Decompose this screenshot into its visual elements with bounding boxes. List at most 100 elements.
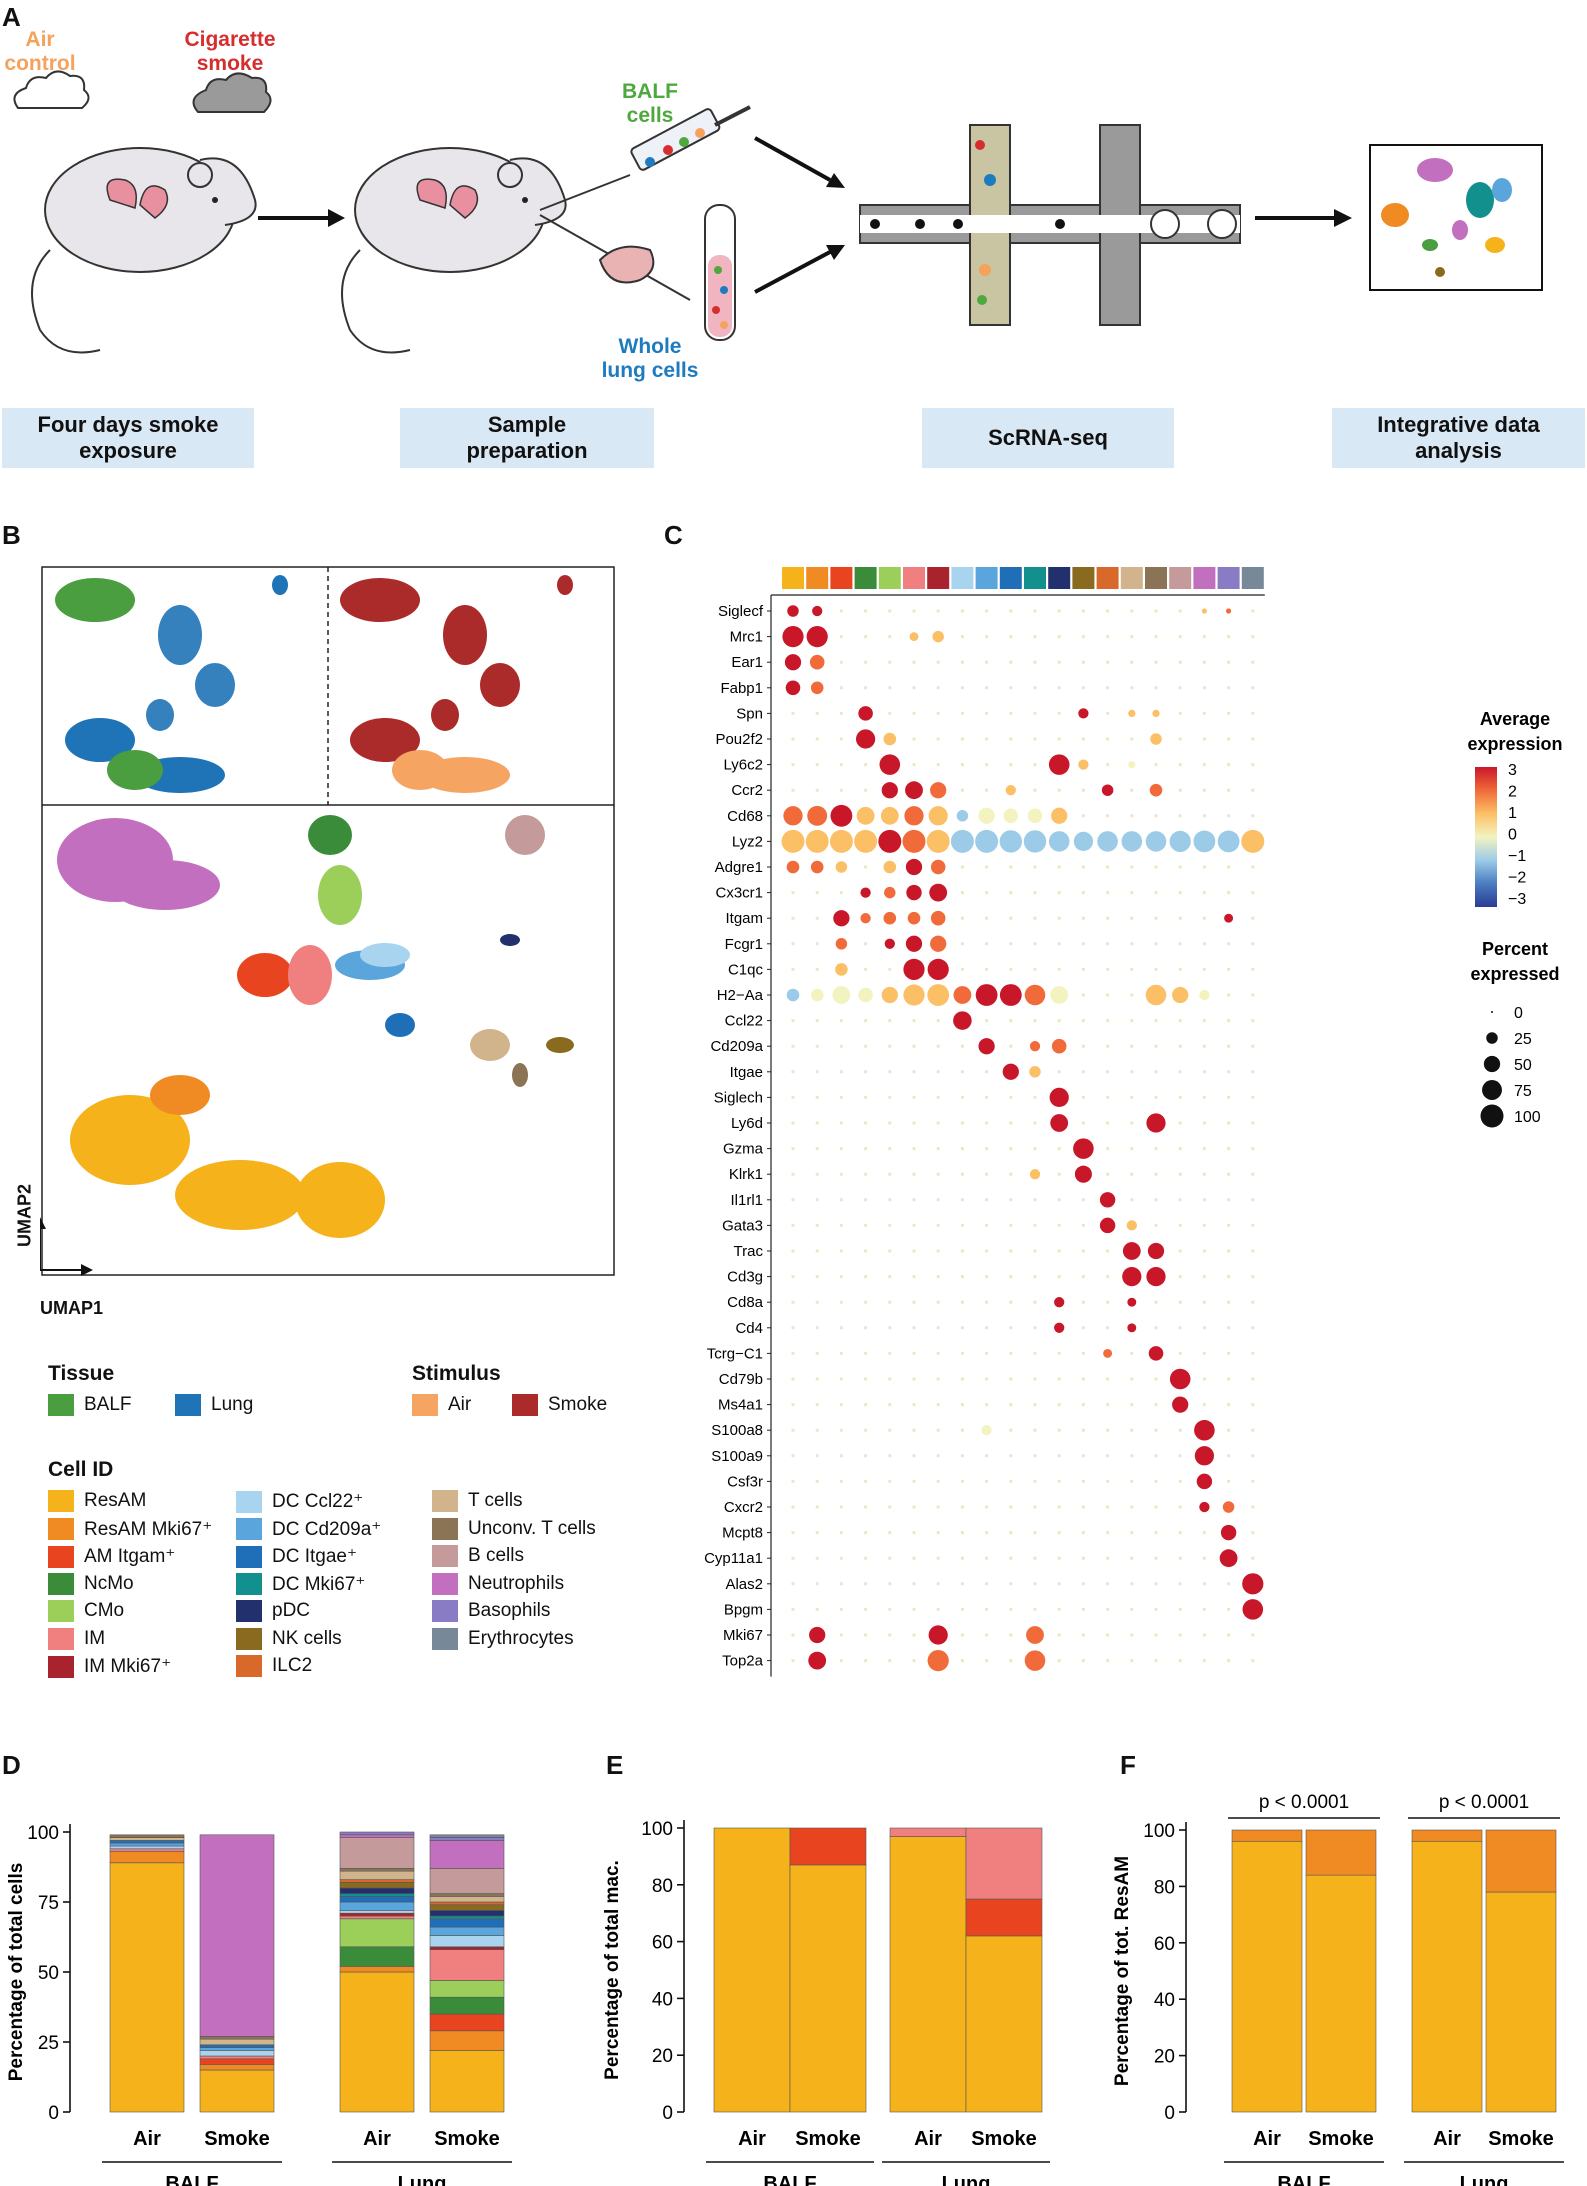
dot xyxy=(960,942,965,946)
dot xyxy=(1081,1274,1086,1279)
dot xyxy=(1081,1582,1086,1586)
dot xyxy=(1178,865,1182,869)
dot xyxy=(791,1658,795,1663)
bar-segment xyxy=(339,1870,415,1880)
dot xyxy=(1057,1479,1061,1484)
dot xyxy=(1178,1274,1182,1279)
dot xyxy=(1178,1300,1182,1304)
dot xyxy=(1009,1326,1013,1330)
dot xyxy=(960,1249,965,1253)
dot xyxy=(984,686,989,690)
dot xyxy=(1178,1582,1182,1586)
umap1-label: UMAP1 xyxy=(40,1298,104,1318)
dot xyxy=(1178,1428,1182,1432)
legend-cell-ncmo: NcMo xyxy=(48,1572,134,1595)
dot xyxy=(888,967,892,972)
group-label: Lung xyxy=(398,2173,447,2186)
dot xyxy=(1130,1121,1134,1125)
cluster-color-key xyxy=(1193,567,1216,589)
dot xyxy=(1105,660,1110,664)
dot xyxy=(863,942,868,946)
dot xyxy=(888,634,892,639)
dot xyxy=(1251,1454,1255,1458)
dot xyxy=(1130,1146,1134,1151)
dot xyxy=(1024,1650,1046,1671)
dot xyxy=(783,806,803,826)
dot xyxy=(1009,1018,1013,1023)
dot xyxy=(1009,1530,1013,1535)
dot xyxy=(960,1402,965,1407)
gene-label: Siglecf xyxy=(718,603,764,620)
dot xyxy=(1178,1198,1182,1202)
gene-label: Gzma xyxy=(723,1141,764,1158)
dot xyxy=(1241,829,1265,853)
dot xyxy=(1251,1198,1255,1202)
dot xyxy=(912,1505,916,1509)
dot xyxy=(1033,1556,1037,1560)
dot xyxy=(912,1274,916,1279)
dot xyxy=(984,1351,989,1356)
dot xyxy=(1099,1192,1116,1208)
dot xyxy=(1130,788,1134,792)
dot xyxy=(1154,1505,1158,1509)
dot xyxy=(1202,788,1207,792)
bar-segment xyxy=(339,1837,415,1869)
dot xyxy=(791,1249,795,1253)
dot xyxy=(1081,865,1086,869)
dot xyxy=(1057,1198,1061,1202)
dot xyxy=(1178,1044,1182,1048)
cluster-color-key xyxy=(782,567,804,589)
dot xyxy=(791,1121,795,1125)
dot xyxy=(1202,1530,1207,1535)
dot xyxy=(1226,1249,1231,1253)
dot xyxy=(1033,1582,1037,1586)
dot xyxy=(984,1530,989,1535)
legend-swatch xyxy=(432,1600,458,1622)
dot xyxy=(791,890,795,895)
dot xyxy=(815,1428,819,1432)
pct-tick: 0 xyxy=(1514,1005,1523,1022)
dot xyxy=(1222,1501,1235,1513)
dot xyxy=(960,1377,965,1381)
dot xyxy=(1178,762,1182,767)
dot xyxy=(1130,1556,1134,1560)
bar-segment xyxy=(109,1851,185,1864)
dot xyxy=(1154,1095,1158,1100)
dot xyxy=(1202,1607,1207,1612)
bar-segment xyxy=(1305,1874,1377,2113)
bar-segment xyxy=(339,1882,415,1889)
dot xyxy=(1202,916,1207,920)
x-tick-label: Air xyxy=(133,2128,161,2150)
legend-label: AM Itgam⁺ xyxy=(84,1546,176,1567)
gene-label: H2−Aa xyxy=(717,987,764,1004)
dot xyxy=(1226,1351,1231,1356)
dot xyxy=(1009,711,1013,716)
dot xyxy=(815,1121,819,1125)
dot xyxy=(1009,1223,1013,1228)
dot xyxy=(878,829,902,853)
dot xyxy=(1226,1223,1231,1228)
dot xyxy=(1178,1607,1182,1612)
bar-segment xyxy=(429,1893,505,1897)
dot xyxy=(936,1018,940,1023)
dot xyxy=(1105,814,1110,818)
bar-segment xyxy=(339,1915,415,1920)
dot xyxy=(1130,660,1134,664)
gene-label: Spn xyxy=(736,705,763,722)
y-tick-label: 20 xyxy=(1154,2047,1175,2068)
dot xyxy=(1202,1018,1207,1023)
dot xyxy=(1033,762,1037,767)
dot xyxy=(1226,1146,1231,1151)
dot xyxy=(1057,1607,1061,1612)
dot xyxy=(1105,1402,1110,1407)
gene-label: Cd4 xyxy=(735,1320,763,1337)
dot xyxy=(1033,916,1037,920)
dot xyxy=(1122,1242,1141,1260)
dot xyxy=(1057,1377,1061,1381)
y-axis-label: Percentage of total mac. xyxy=(602,1860,623,2080)
dot xyxy=(1074,1165,1092,1183)
dot xyxy=(809,654,825,670)
whole-lung-cells-label: Whole lung cells xyxy=(601,335,699,382)
dot xyxy=(1121,831,1143,852)
dot xyxy=(1130,942,1134,946)
